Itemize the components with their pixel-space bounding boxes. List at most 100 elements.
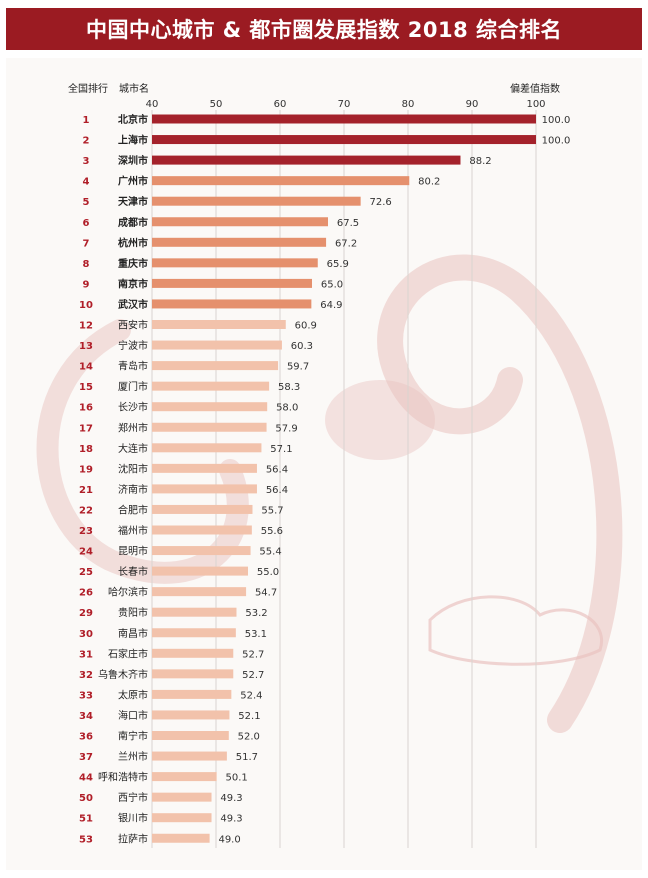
rank-label: 23: [79, 526, 93, 537]
rank-label: 24: [79, 547, 93, 558]
city-label: 呼和浩特市: [98, 771, 148, 784]
bar: [152, 443, 262, 453]
city-label: 海口市: [118, 709, 148, 722]
table-row: 3 深圳市 88.2: [83, 154, 492, 167]
city-label: 长沙市: [118, 401, 148, 414]
rank-label: 5: [83, 197, 90, 208]
rank-label: 21: [79, 485, 93, 496]
rank-label: 8: [83, 259, 90, 270]
city-label: 西安市: [118, 319, 148, 332]
table-row: 14 青岛市 59.7: [79, 360, 309, 373]
bar: [152, 731, 229, 740]
value-label: 54.7: [255, 588, 277, 599]
value-label: 80.2: [418, 177, 440, 188]
table-row: 9 南京市 65.0: [83, 277, 344, 290]
city-label: 深圳市: [118, 154, 148, 167]
city-label: 宁波市: [118, 339, 148, 352]
bar: [152, 546, 251, 556]
table-row: 13 宁波市 60.3: [79, 339, 313, 352]
value-label: 49.3: [220, 814, 242, 825]
rank-label: 18: [79, 444, 93, 455]
bar: [152, 196, 361, 206]
rank-label: 15: [79, 382, 93, 393]
bar: [152, 463, 257, 473]
city-label: 成都市: [118, 216, 148, 229]
table-row: 6 成都市 67.5: [83, 216, 360, 229]
city-label: 南宁市: [118, 730, 148, 743]
table-row: 33 太原市 52.4: [79, 688, 262, 701]
table-row: 24 昆明市 55.4: [79, 545, 282, 558]
city-label: 郑州市: [118, 421, 148, 434]
bar: [152, 566, 248, 576]
city-label: 天津市: [118, 195, 148, 208]
x-tick-label: 60: [274, 99, 287, 110]
city-label: 厦门市: [118, 380, 148, 393]
city-label: 杭州市: [118, 236, 148, 249]
rank-label: 3: [83, 156, 90, 167]
city-label: 拉萨市: [118, 832, 148, 845]
table-row: 51 银川市 49.3: [79, 812, 243, 825]
rank-label: 36: [79, 732, 93, 743]
title-banner: 中国中心城市 & 都市圈发展指数 2018 综合排名: [6, 8, 642, 50]
bar: [152, 751, 227, 761]
rank-label: 33: [79, 690, 93, 701]
value-label: 53.2: [245, 608, 267, 619]
bar: [152, 381, 270, 391]
city-label: 广州市: [118, 175, 148, 188]
city-label: 大连市: [118, 442, 148, 455]
bar: [152, 648, 234, 658]
table-row: 17 郑州市 57.9: [79, 421, 298, 434]
bar: [152, 587, 247, 597]
city-label: 昆明市: [118, 545, 148, 558]
bar: [152, 217, 328, 227]
value-label: 52.7: [242, 649, 264, 660]
cloud-scroll: [428, 595, 604, 666]
table-row: 34 海口市 52.1: [79, 709, 261, 722]
city-label: 济南市: [118, 483, 148, 496]
table-row: 50 西宁市 49.3: [79, 791, 243, 804]
city-label: 南京市: [118, 277, 148, 290]
city-label: 乌鲁木齐市: [98, 668, 148, 681]
value-label: 50.1: [226, 773, 248, 784]
value-label: 65.9: [327, 259, 349, 270]
bar: [152, 833, 210, 843]
bar: [152, 422, 267, 432]
rank-label: 10: [79, 300, 93, 311]
rank-label: 16: [79, 403, 93, 414]
value-label: 49.0: [218, 834, 240, 845]
city-label: 重庆市: [118, 257, 148, 270]
rank-label: 1: [83, 115, 90, 126]
table-row: 1 北京市 100.0: [83, 113, 571, 126]
x-tick-label: 40: [146, 99, 159, 110]
dragon-body: [377, 254, 623, 733]
rank-label: 2: [83, 136, 90, 147]
value-label: 67.5: [337, 218, 359, 229]
bar: [152, 504, 253, 514]
value-label: 60.9: [295, 321, 317, 332]
city-label: 兰州市: [118, 750, 148, 763]
city-label: 沈阳市: [118, 462, 148, 475]
bar: [152, 299, 312, 309]
table-row: 19 沈阳市 56.4: [79, 462, 288, 475]
table-row: 10 武汉市 64.9: [79, 298, 342, 311]
rank-label: 34: [79, 711, 93, 722]
rank-label: 22: [79, 505, 93, 516]
bar: [152, 792, 212, 802]
city-column-header: 城市名: [119, 82, 149, 95]
chart-title: 中国中心城市 & 都市圈发展指数 2018 综合排名: [85, 18, 562, 42]
rank-label: 30: [79, 629, 93, 640]
table-row: 7 杭州市 67.2: [83, 236, 358, 249]
table-row: 23 福州市 55.6: [79, 524, 283, 537]
bar: [152, 237, 327, 247]
value-label: 72.6: [370, 197, 392, 208]
bar: [152, 320, 286, 329]
table-row: 25 长春市 55.0: [79, 565, 279, 578]
rank-label: 17: [79, 423, 93, 434]
table-row: 5 天津市 72.6: [83, 195, 392, 208]
bar: [152, 813, 212, 823]
value-label: 55.4: [259, 547, 281, 558]
bar: [152, 176, 410, 186]
bar: [152, 135, 536, 145]
table-row: 2 上海市 100.0: [83, 134, 571, 147]
value-label: 53.1: [245, 629, 267, 640]
